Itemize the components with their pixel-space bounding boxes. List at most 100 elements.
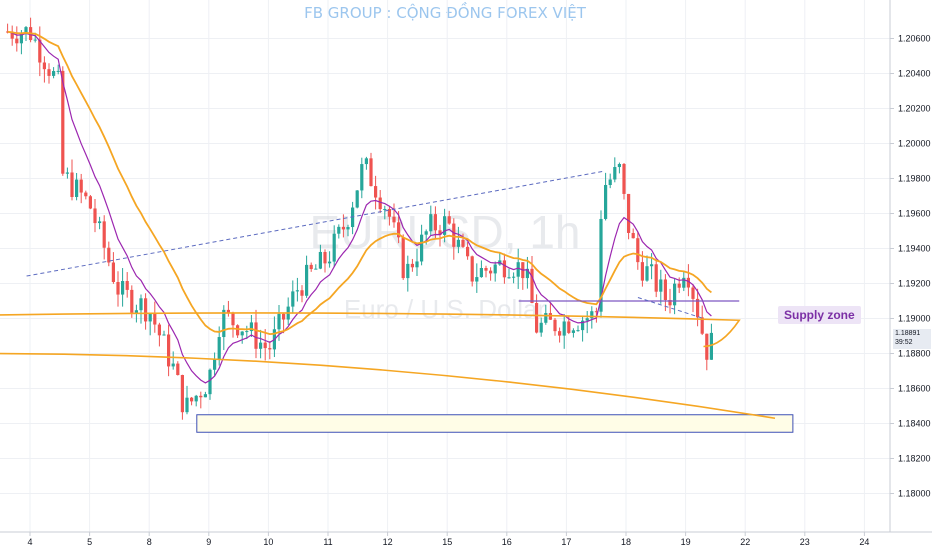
candle-down [107, 247, 111, 263]
candle-down [84, 192, 88, 197]
moving-average-fast [7, 31, 712, 384]
candle-up [709, 332, 713, 360]
candle-down [433, 214, 437, 231]
candle-down [530, 268, 534, 304]
candle-up [420, 234, 424, 262]
candle-down [401, 237, 405, 279]
candle-up [277, 313, 281, 330]
time-tick-label: 19 [681, 537, 691, 547]
supply-zone-label: Supply zone [778, 306, 861, 324]
candle-down [594, 311, 598, 313]
price-tick-label: 1.20200 [898, 104, 931, 114]
candle-up [507, 277, 511, 279]
price-tick-label: 1.19600 [898, 209, 931, 219]
candle-up [134, 310, 138, 313]
candle-down [93, 208, 97, 224]
candle-down [226, 309, 230, 313]
candle-down [470, 256, 474, 282]
candle-down [236, 325, 240, 336]
candle-down [502, 260, 506, 278]
candle-up [291, 291, 295, 307]
candle-down [323, 251, 327, 264]
candle-up [479, 268, 483, 278]
time-tick-label: 23 [800, 537, 810, 547]
candle-up [364, 158, 368, 165]
candle-up [493, 264, 497, 274]
candle-up [98, 221, 102, 224]
candle-up [604, 184, 608, 219]
candle-up [217, 337, 221, 360]
candle-down [631, 232, 635, 239]
candle-up [585, 318, 589, 321]
candle-up [19, 33, 23, 44]
candle-up [185, 397, 189, 413]
annotation-layer [0, 171, 776, 420]
moving-average-slow [7, 30, 712, 336]
candle-up [33, 39, 37, 41]
candle-down [686, 277, 690, 288]
candle-up [562, 321, 566, 336]
candle-up [295, 290, 299, 292]
candle-up [121, 281, 125, 295]
time-tick-label: 16 [502, 537, 512, 547]
candle-down [38, 39, 42, 63]
candle-up [52, 71, 56, 76]
candle-down [157, 324, 161, 336]
candle-up [429, 214, 433, 232]
candle-up [613, 167, 617, 180]
candle-up [645, 266, 649, 281]
candle-down [309, 264, 313, 270]
candle-up [659, 279, 663, 292]
candle-down [79, 179, 83, 193]
candle-down [392, 216, 396, 223]
price-tick-label: 1.18000 [898, 489, 931, 499]
time-tick-label: 5 [87, 537, 92, 547]
price-tick-label: 1.20000 [898, 139, 931, 149]
time-axis[interactable]: 4 5 8 9 10 11 12 15 16 17 18 19 22 23 24 [27, 532, 869, 547]
candle-down [341, 226, 345, 230]
candle-up [328, 261, 332, 264]
candle-up [599, 218, 603, 312]
price-tick-label: 1.19400 [898, 244, 931, 254]
candle-down [268, 348, 272, 350]
candle-up [617, 163, 621, 168]
chart-header-title: FB GROUP : CỘNG ĐỒNG FOREX VIỆT [304, 4, 586, 22]
candle-up [171, 363, 175, 367]
candle-up [245, 331, 249, 333]
candle-down [176, 363, 180, 376]
candle-up [222, 309, 226, 338]
candle-up [383, 208, 387, 210]
candle-down [553, 319, 557, 332]
candle-up [360, 164, 364, 191]
candle-down [627, 193, 631, 233]
ma-layer [7, 30, 712, 384]
candle-down [700, 317, 704, 334]
candle-up [355, 190, 359, 208]
candle-up [208, 369, 212, 395]
candle-down [153, 313, 157, 325]
candle-down [180, 375, 184, 413]
candle-up [337, 226, 341, 234]
candle-down [42, 62, 46, 70]
candle-up [608, 179, 612, 185]
candle-up [571, 330, 575, 333]
candle-up [576, 330, 580, 332]
candle-up [512, 276, 516, 278]
candle-down [461, 239, 465, 247]
candle-down [387, 208, 391, 217]
candle-up [259, 342, 263, 349]
candle-up [75, 179, 79, 197]
candle-up [525, 268, 529, 279]
candle-down [10, 31, 14, 39]
price-axis[interactable]: 1.20600 1.20400 1.20200 1.20000 1.19800 1.196… [890, 34, 931, 499]
candle-up [162, 334, 166, 336]
price-tick-label: 1.18200 [898, 454, 931, 464]
projection-path [0, 312, 776, 420]
time-tick-label: 8 [147, 537, 152, 547]
demand-zone [196, 414, 794, 433]
time-tick-label: 15 [442, 537, 452, 547]
candle-up [406, 263, 410, 279]
candle-down [190, 397, 194, 402]
candle-down [102, 221, 106, 248]
